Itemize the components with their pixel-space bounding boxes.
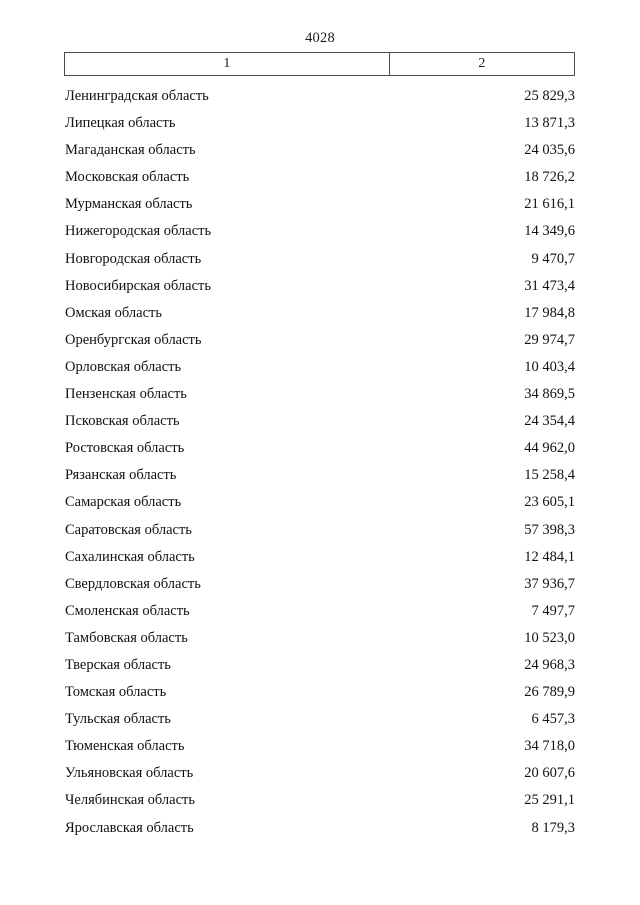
region-name: Саратовская область bbox=[65, 521, 192, 538]
table-row: Тамбовская область 10 523,0 bbox=[0, 628, 640, 655]
region-value: 18 726,2 bbox=[524, 169, 575, 186]
table-row: Нижегородская область 14 349,6 bbox=[0, 221, 640, 248]
region-value: 15 258,4 bbox=[524, 467, 575, 484]
region-name: Псковская область bbox=[65, 413, 180, 430]
region-value: 23 605,1 bbox=[524, 494, 575, 511]
region-name: Новосибирская область bbox=[65, 277, 211, 294]
region-value: 44 962,0 bbox=[524, 440, 575, 457]
column-header-2: 2 bbox=[478, 56, 486, 71]
region-name: Новгородская область bbox=[65, 250, 202, 267]
table-row: Тульская область 6 457,3 bbox=[0, 709, 640, 736]
region-name: Ленинградская область bbox=[65, 88, 209, 104]
table-row: Магаданская область 24 035,6 bbox=[0, 140, 640, 167]
region-value: 29 974,7 bbox=[524, 331, 575, 348]
table-row: Саратовская область 57 398,3 bbox=[0, 520, 640, 547]
region-value: 34 869,5 bbox=[524, 386, 575, 403]
region-value: 57 398,3 bbox=[524, 521, 575, 538]
region-value: 24 354,4 bbox=[524, 413, 575, 430]
table-row: Томская область 26 789,9 bbox=[0, 682, 640, 709]
table-row: Мурманская область 21 616,1 bbox=[0, 194, 640, 221]
table-row: Новосибирская область 31 473,4 bbox=[0, 276, 640, 303]
region-name: Московская область bbox=[65, 169, 190, 186]
region-value: 20 607,6 bbox=[524, 765, 575, 782]
region-name: Томская область bbox=[65, 684, 167, 701]
region-value: 10 523,0 bbox=[524, 629, 575, 646]
table-row: Самарская область 23 605,1 bbox=[0, 492, 640, 519]
region-name: Тверская область bbox=[65, 656, 171, 673]
region-value: 12 484,1 bbox=[524, 548, 575, 565]
region-name: Свердловская область bbox=[65, 575, 201, 592]
region-name: Тюменская область bbox=[65, 738, 185, 755]
region-value: 10 403,4 bbox=[524, 358, 575, 375]
table-row: Тверская область 24 968,3 bbox=[0, 655, 640, 682]
region-name: Ярославская область bbox=[65, 819, 194, 836]
region-value: 34 718,0 bbox=[524, 738, 575, 755]
region-name: Тамбовская область bbox=[65, 629, 188, 646]
table-row: Ростовская область 44 962,0 bbox=[0, 438, 640, 465]
table-row: Ленинградская область 25 829,3 bbox=[0, 86, 640, 113]
region-name: Мурманская область bbox=[65, 196, 193, 213]
region-value: 7 497,7 bbox=[531, 602, 576, 619]
region-value: 31 473,4 bbox=[524, 277, 575, 294]
table-row: Московская область 18 726,2 bbox=[0, 167, 640, 194]
region-name: Сахалинская область bbox=[65, 548, 195, 565]
region-value: 17 984,8 bbox=[524, 304, 575, 321]
region-value: 21 616,1 bbox=[524, 196, 575, 213]
region-name: Орловская область bbox=[65, 358, 182, 375]
table-row: Пензенская область 34 869,5 bbox=[0, 384, 640, 411]
region-value: 9 470,7 bbox=[531, 250, 576, 267]
region-value: 37 936,7 bbox=[524, 575, 575, 592]
table-row: Оренбургская область 29 974,7 bbox=[0, 330, 640, 357]
table-row: Тюменская область 34 718,0 bbox=[0, 736, 640, 763]
region-name: Рязанская область bbox=[65, 467, 177, 484]
region-value: 24 968,3 bbox=[524, 656, 575, 673]
region-value: 25 829,3 bbox=[524, 88, 575, 104]
region-value: 24 035,6 bbox=[524, 142, 575, 159]
region-name: Самарская область bbox=[65, 494, 182, 511]
region-name: Челябинская область bbox=[65, 792, 195, 809]
region-name: Оренбургская область bbox=[65, 331, 202, 348]
region-name: Ростовская область bbox=[65, 440, 185, 457]
table-body: Ленинградская область 25 829,3 Липецкая об… bbox=[0, 86, 640, 845]
table-row: Липецкая область 13 871,3 bbox=[0, 113, 640, 140]
table-row: Ульяновская область 20 607,6 bbox=[0, 763, 640, 790]
column-header-1: 1 bbox=[65, 53, 390, 75]
region-name: Тульская область bbox=[65, 711, 171, 728]
region-name: Пензенская область bbox=[65, 386, 187, 403]
table-row: Новгородская область 9 470,7 bbox=[0, 249, 640, 276]
region-value: 26 789,9 bbox=[524, 684, 575, 701]
region-value: 8 179,3 bbox=[531, 819, 576, 836]
table-row: Свердловская область 37 936,7 bbox=[0, 574, 640, 601]
region-name: Ульяновская область bbox=[65, 765, 194, 782]
table-row: Ярославская область 8 179,3 bbox=[0, 818, 640, 845]
region-value: 6 457,3 bbox=[531, 711, 576, 728]
region-value: 13 871,3 bbox=[524, 115, 575, 132]
region-name: Нижегородская область bbox=[65, 223, 212, 240]
table-row: Смоленская область 7 497,7 bbox=[0, 601, 640, 628]
table-row: Челябинская область 25 291,1 bbox=[0, 790, 640, 817]
table-row: Омская область 17 984,8 bbox=[0, 303, 640, 330]
region-name: Липецкая область bbox=[65, 115, 176, 132]
table-row: Орловская область 10 403,4 bbox=[0, 357, 640, 384]
table-row: Псковская область 24 354,4 bbox=[0, 411, 640, 438]
region-value: 14 349,6 bbox=[524, 223, 575, 240]
region-name: Смоленская область bbox=[65, 602, 190, 619]
region-name: Магаданская область bbox=[65, 142, 196, 159]
table-header: 1 2 bbox=[64, 52, 575, 76]
table-row: Сахалинская область 12 484,1 bbox=[0, 547, 640, 574]
region-value: 25 291,1 bbox=[524, 792, 575, 809]
page-number: 4028 bbox=[305, 30, 335, 46]
table-row: Рязанская область 15 258,4 bbox=[0, 465, 640, 492]
region-name: Омская область bbox=[65, 304, 162, 321]
